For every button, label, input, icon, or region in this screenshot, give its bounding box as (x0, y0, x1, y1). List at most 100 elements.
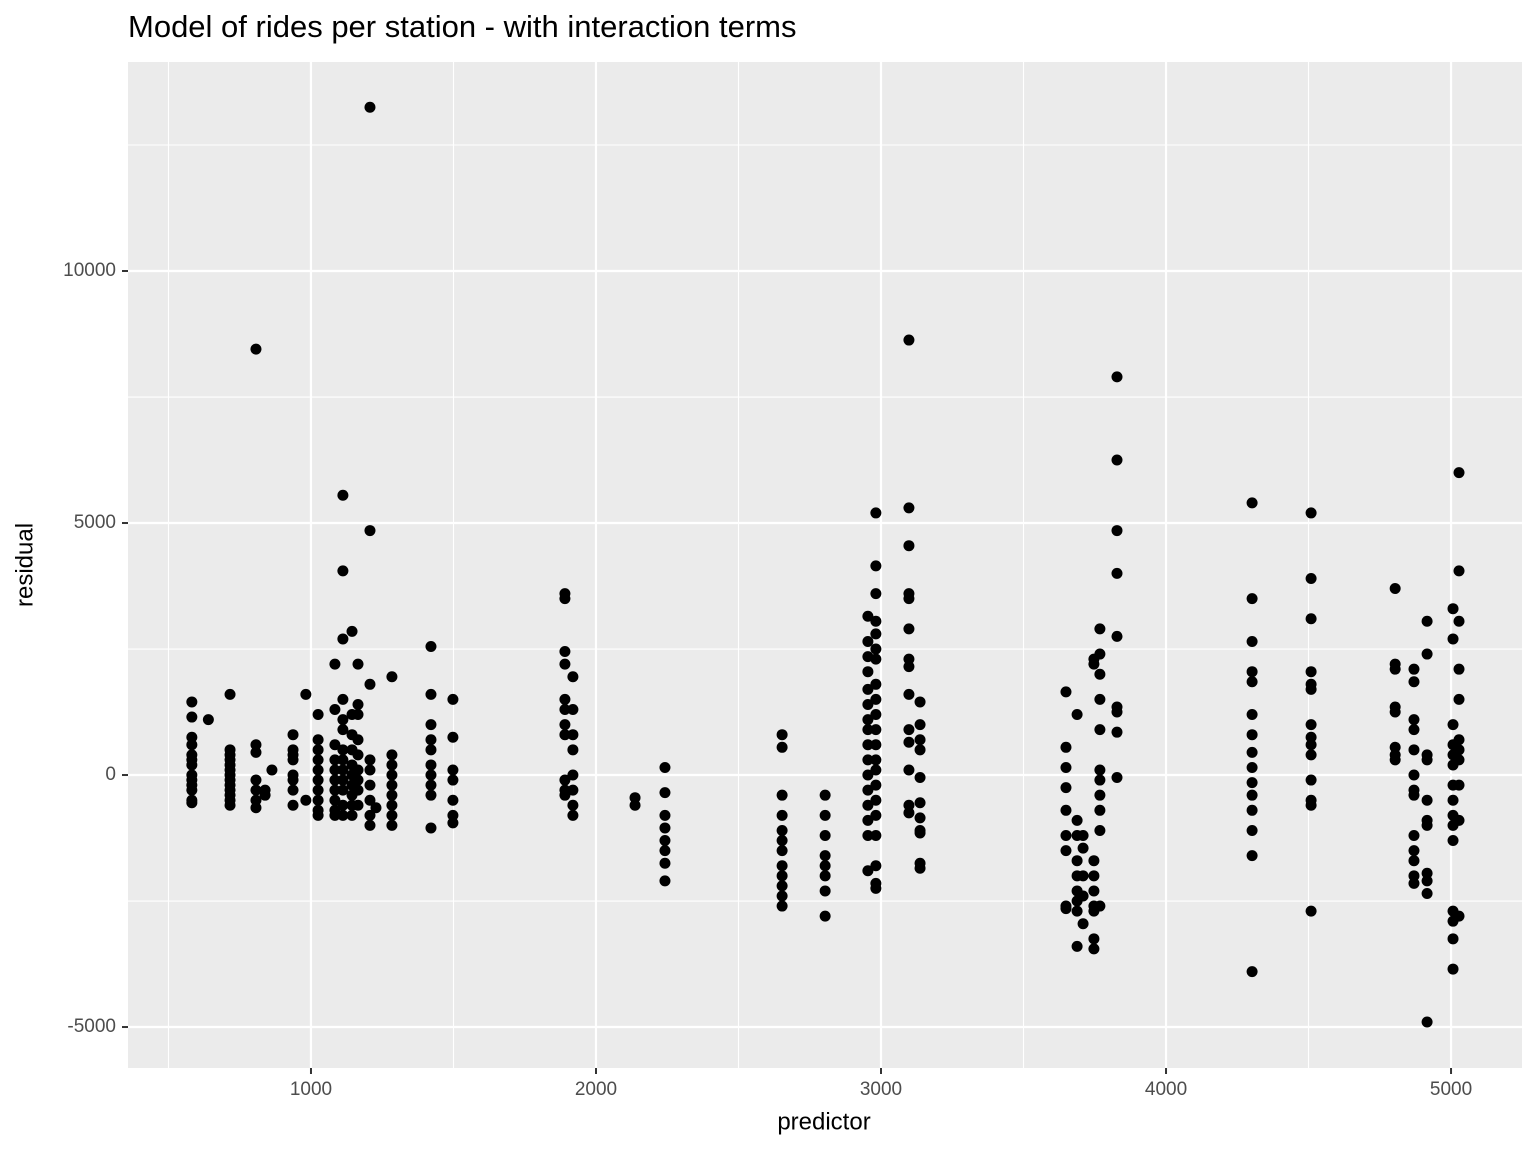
point (1408, 855, 1420, 867)
point (329, 794, 341, 806)
point (287, 774, 299, 786)
point (819, 910, 831, 922)
point (862, 724, 874, 736)
point (1408, 877, 1420, 889)
point (1246, 850, 1258, 862)
point (386, 779, 398, 791)
point (1408, 789, 1420, 801)
point (819, 789, 831, 801)
point (312, 774, 324, 786)
point (386, 759, 398, 771)
point (312, 734, 324, 746)
point (862, 610, 874, 622)
point (250, 774, 262, 786)
point (1246, 497, 1258, 509)
point (1453, 467, 1465, 479)
point (1077, 842, 1089, 854)
point (329, 703, 341, 715)
point (1408, 830, 1420, 842)
point (337, 724, 349, 736)
point (776, 835, 788, 847)
point (1453, 744, 1465, 756)
point (364, 101, 376, 113)
point (1111, 630, 1123, 642)
point (870, 860, 882, 872)
point (903, 502, 915, 514)
point (1094, 789, 1106, 801)
point (659, 835, 671, 847)
point (425, 734, 437, 746)
point (1060, 830, 1072, 842)
point (1088, 943, 1100, 955)
point (870, 809, 882, 821)
point (386, 789, 398, 801)
point (447, 809, 459, 821)
point (1088, 933, 1100, 945)
point (1421, 875, 1433, 887)
point (567, 769, 579, 781)
point (776, 900, 788, 912)
point (1071, 814, 1083, 826)
point (776, 809, 788, 821)
point (870, 628, 882, 640)
point (914, 744, 926, 756)
point (629, 792, 641, 804)
point (1305, 739, 1317, 751)
point (914, 772, 926, 784)
point (386, 769, 398, 781)
point (819, 885, 831, 897)
point (1408, 744, 1420, 756)
point (559, 646, 571, 658)
point (1060, 686, 1072, 698)
point (250, 746, 262, 758)
point (329, 784, 341, 796)
point (1071, 855, 1083, 867)
point (1111, 726, 1123, 738)
point (567, 744, 579, 756)
point (447, 774, 459, 786)
point (1447, 633, 1459, 645)
point (903, 724, 915, 736)
point (1111, 772, 1123, 784)
point (1094, 774, 1106, 786)
x-tick-label: 4000 (1145, 1079, 1187, 1100)
point (1453, 693, 1465, 705)
point (776, 870, 788, 882)
point (352, 749, 364, 761)
point (329, 658, 341, 670)
point (1060, 903, 1072, 915)
point (1094, 900, 1106, 912)
point (1094, 764, 1106, 776)
point (224, 688, 236, 700)
point (425, 688, 437, 700)
point (1246, 635, 1258, 647)
point (337, 754, 349, 766)
point (659, 787, 671, 799)
point (1246, 746, 1258, 758)
point (1305, 749, 1317, 761)
point (1305, 572, 1317, 584)
point (819, 860, 831, 872)
point (352, 774, 364, 786)
point (386, 799, 398, 811)
point (914, 812, 926, 824)
point (425, 719, 437, 731)
point (1060, 845, 1072, 857)
point (903, 807, 915, 819)
point (287, 799, 299, 811)
point (1305, 719, 1317, 731)
point (312, 754, 324, 766)
point (914, 797, 926, 809)
point (287, 784, 299, 796)
point (352, 709, 364, 721)
point (1453, 814, 1465, 826)
point (1111, 567, 1123, 579)
point (1447, 835, 1459, 847)
point (1305, 905, 1317, 917)
point (337, 693, 349, 705)
point (870, 693, 882, 705)
point (364, 779, 376, 791)
point (312, 809, 324, 821)
point (364, 754, 376, 766)
